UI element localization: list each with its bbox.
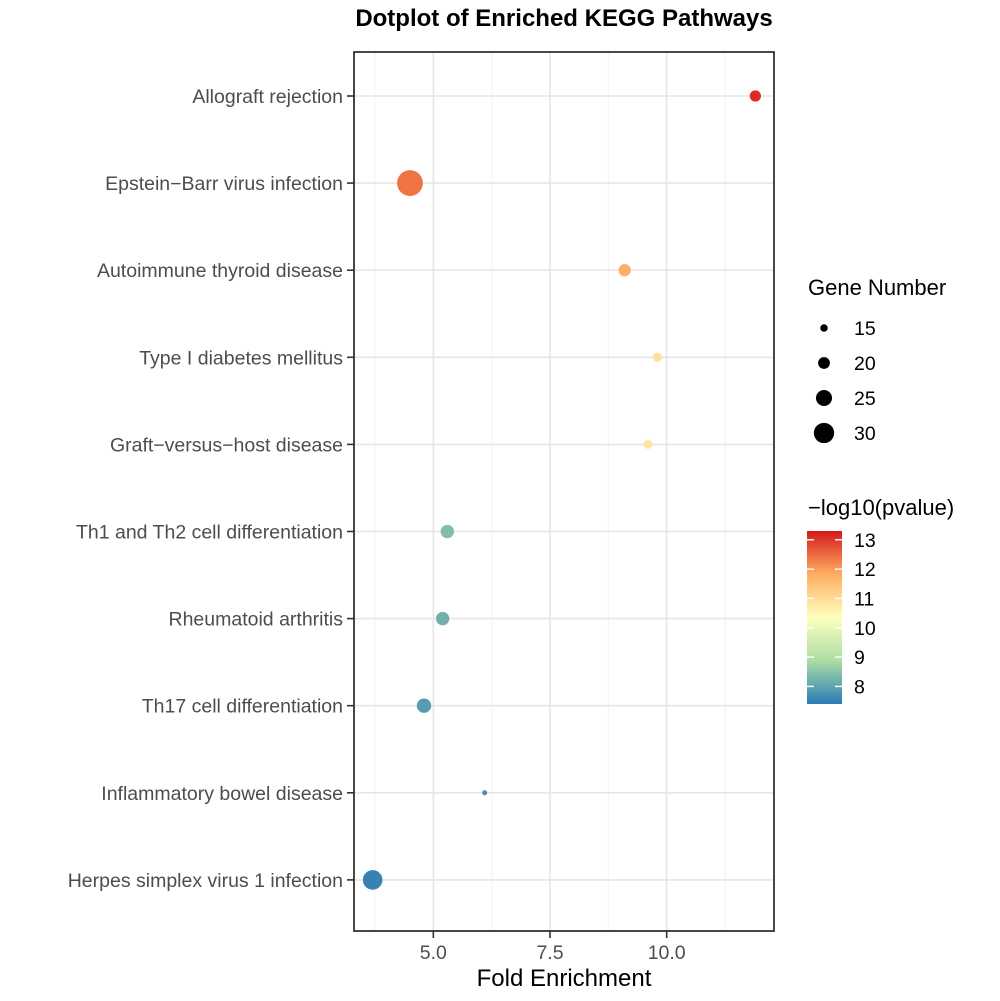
- size-legend-title: Gene Number: [808, 275, 946, 300]
- size-legend-label: 20: [854, 353, 876, 375]
- data-point: [440, 524, 455, 539]
- color-legend-label: 10: [854, 618, 876, 640]
- color-legend-label: 9: [854, 647, 865, 669]
- plot-area: Allograft rejection Epstein−Barr virus in…: [68, 51, 775, 964]
- x-axis-title: Fold Enrichment: [477, 965, 652, 992]
- color-legend-title: −log10(pvalue): [808, 495, 954, 520]
- y-tick-label: Type I diabetes mellitus: [139, 347, 343, 369]
- size-legend: Gene Number 15 20 25 30: [808, 275, 946, 445]
- chart-title: Dotplot of Enriched KEGG Pathways: [355, 5, 772, 32]
- size-legend-label: 15: [854, 318, 876, 340]
- color-legend-bar: [807, 531, 842, 704]
- data-point: [749, 90, 761, 102]
- color-legend-label: 13: [854, 530, 876, 552]
- y-tick-label: Autoimmune thyroid disease: [97, 260, 343, 282]
- y-tick-label: Herpes simplex virus 1 infection: [68, 870, 343, 892]
- x-tick-label: 5.0: [420, 942, 447, 964]
- data-point: [397, 170, 423, 197]
- panel-border: [353, 51, 775, 932]
- y-tick-label: Rheumatoid arthritis: [169, 609, 344, 631]
- y-tick-label: Th1 and Th2 cell differentiation: [76, 522, 343, 544]
- data-point: [435, 611, 450, 626]
- y-tick-label: Epstein−Barr virus infection: [105, 173, 343, 195]
- data-point: [362, 870, 383, 890]
- size-legend-key: [818, 357, 830, 369]
- y-tick-label: Graft−versus−host disease: [110, 434, 343, 456]
- size-legend-label: 30: [854, 423, 876, 445]
- y-tick-label: Inflammatory bowel disease: [101, 783, 343, 805]
- color-legend: −log10(pvalue) 13 12 11 10 9 8: [807, 495, 954, 704]
- size-legend-key: [820, 324, 828, 332]
- color-legend-label: 11: [854, 588, 874, 610]
- data-point: [618, 264, 631, 277]
- color-legend-label: 12: [854, 559, 876, 581]
- size-legend-label: 25: [854, 388, 876, 410]
- size-legend-key: [815, 389, 833, 407]
- size-legend-key: [813, 422, 835, 444]
- data-point: [643, 439, 653, 449]
- color-legend-label: 8: [854, 676, 865, 698]
- y-tick-label: Allograft rejection: [192, 86, 343, 108]
- data-point: [482, 790, 488, 796]
- data-point: [416, 698, 432, 713]
- x-tick-label: 7.5: [536, 942, 563, 964]
- y-tick-label: Th17 cell differentiation: [142, 696, 343, 718]
- x-tick-label: 10.0: [648, 942, 686, 964]
- data-point: [652, 352, 662, 362]
